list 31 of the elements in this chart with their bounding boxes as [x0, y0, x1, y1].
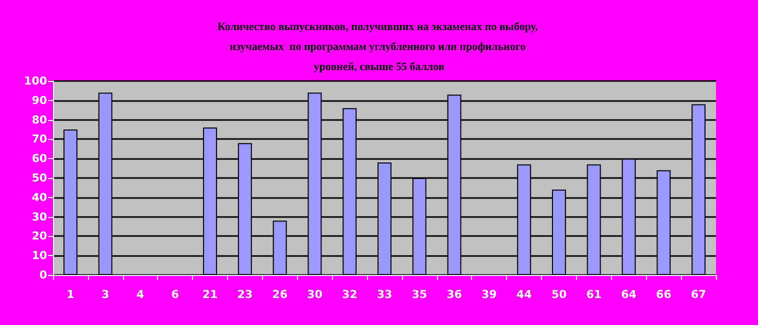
- y-tick-label: 80: [32, 113, 48, 126]
- x-tick-label: 32: [342, 288, 358, 301]
- y-tick-label: 90: [32, 94, 48, 107]
- y-tick-label: 60: [32, 152, 48, 166]
- x-tick-label: 33: [376, 288, 392, 301]
- y-tick-label: 10: [32, 249, 48, 262]
- x-tick-label: 36: [446, 288, 462, 301]
- x-tick-label: 44: [516, 288, 532, 301]
- y-tick-label: 70: [32, 132, 48, 146]
- x-tick-label: 35: [412, 288, 428, 301]
- y-tick-label: 20: [32, 230, 48, 243]
- x-tick-label: 1: [66, 288, 74, 301]
- x-tick-label: 67: [690, 288, 706, 301]
- x-tick-label: 4: [136, 288, 144, 301]
- x-tick-label: 3: [102, 288, 110, 301]
- y-tick-label: 100: [24, 74, 48, 88]
- x-tick-label: 6: [171, 288, 180, 301]
- x-tick-label: 26: [272, 288, 288, 301]
- chart-title: Количество выпускников, получивших на экзаменах по выбору, изучаемых по программам углубленного или профильного уровней, свыше 55 баллов: [217, 21, 541, 73]
- y-tick-label: 50: [32, 172, 48, 184]
- y-tick-label: 0: [39, 268, 48, 282]
- y-tick-label: 30: [32, 210, 48, 224]
- x-tick-label: 39: [482, 288, 497, 301]
- x-tick-label: 30: [307, 288, 323, 301]
- x-tick-label: 64: [621, 288, 637, 301]
- y-tick-label: 40: [32, 190, 48, 204]
- x-tick-label: 61: [586, 288, 602, 301]
- x-tick-label: 21: [202, 288, 218, 301]
- x-tick-label: 23: [237, 288, 253, 301]
- x-tick-label: 66: [656, 288, 672, 301]
- x-tick-label: 50: [551, 288, 567, 301]
